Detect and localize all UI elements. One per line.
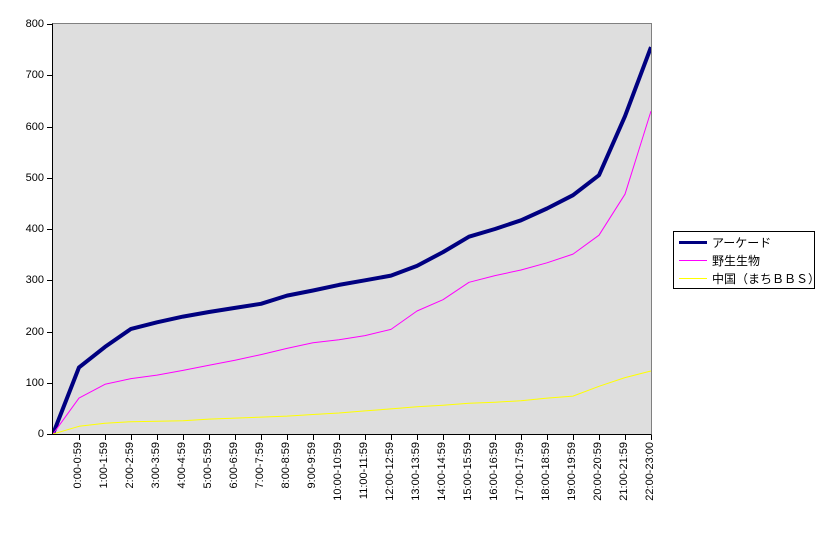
y-axis-tick [47,126,53,128]
x-axis-tick [469,435,470,440]
y-axis-label: 600 [25,120,44,133]
series-line-0 [53,46,651,434]
x-axis-label: 17:00-17:59 [514,442,526,501]
legend: アーケード野生生物中国（まちＢＢＳ） [673,231,820,289]
plot-area [52,23,652,435]
x-axis-tick [79,435,80,440]
legend-item: アーケード [679,233,814,251]
x-axis-tick [573,435,574,440]
x-axis-label: 8:00-8:59 [280,442,292,489]
y-axis-label: 100 [25,376,44,389]
x-axis-tick [547,435,548,440]
x-axis-tick [521,435,522,440]
x-axis-tick [287,435,288,440]
y-axis-tick [47,331,53,333]
x-axis-label: 15:00-15:59 [462,442,474,501]
x-axis-label: 19:00-19:59 [566,442,578,501]
y-axis-label: 300 [25,274,44,287]
legend-item: 野生生物 [679,251,814,269]
chart-svg [53,46,651,434]
x-axis-tick [495,435,496,440]
x-axis-tick [365,435,366,440]
x-axis-label: 16:00-16:59 [488,442,500,501]
x-axis-label: 13:00-13:59 [410,442,422,501]
x-axis-tick [235,435,236,440]
legend-line-swatch [679,277,707,279]
y-axis-tick [47,177,53,179]
y-axis-label: 500 [25,171,44,184]
x-axis-label: 22:00-23:00 [644,442,656,501]
x-axis-tick [443,435,444,440]
x-axis-label: 20:00-20:59 [592,442,604,501]
x-axis-label: 0:00-0:59 [72,442,84,489]
y-axis-tick [47,434,53,435]
x-axis-tick [105,435,106,440]
y-axis-label: 800 [25,18,44,30]
legend-label: 中国（まちＢＢＳ） [712,271,821,286]
x-axis-tick [417,435,418,440]
x-axis-label: 5:00-5:59 [202,442,214,489]
series-line-2 [53,370,651,434]
y-axis-label: 0 [37,428,44,440]
x-axis-tick [599,435,600,440]
x-axis-tick [157,435,158,440]
y-axis-tick [47,229,53,230]
x-axis-label: 12:00-12:59 [384,442,396,501]
x-axis-label: 9:00-9:59 [306,442,318,489]
y-axis-label: 700 [25,69,44,82]
x-axis-label: 21:00-21:59 [618,442,630,501]
x-axis-tick [261,435,262,440]
x-axis-tick [209,435,210,440]
x-axis-label: 6:00-6:59 [228,442,240,489]
x-axis-label: 2:00-2:59 [124,442,136,489]
series-line-1 [53,110,651,434]
x-axis-label: 4:00-4:59 [176,442,188,489]
y-axis-label: 200 [25,325,44,338]
x-axis-label: 7:00-7:59 [254,442,266,489]
y-axis-tick [47,280,53,282]
x-axis-label: 1:00-1:59 [98,442,110,489]
x-axis-tick [339,435,340,440]
legend-line-swatch [679,240,707,244]
x-axis-label: 3:00-3:59 [150,442,162,489]
x-axis-label: 10:00-10:59 [332,442,344,501]
x-axis-tick [651,435,652,440]
y-axis-tick [47,24,53,25]
y-axis-label: 400 [25,223,44,235]
x-axis-label: 18:00-18:59 [540,442,552,501]
legend-item: 中国（まちＢＢＳ） [679,269,820,287]
x-axis-label: 14:00-14:59 [436,442,448,501]
legend-label: アーケード [712,235,772,250]
x-axis-tick [625,435,626,440]
x-axis-tick [313,435,314,440]
x-axis-tick [131,435,132,440]
legend-label: 野生生物 [712,253,761,268]
y-axis-tick [47,75,53,77]
legend-line-swatch [679,259,707,261]
x-axis-tick [183,435,184,440]
y-axis-tick [47,382,53,384]
x-axis-label: 11:00-11:59 [358,442,370,500]
x-axis-tick [391,435,392,440]
